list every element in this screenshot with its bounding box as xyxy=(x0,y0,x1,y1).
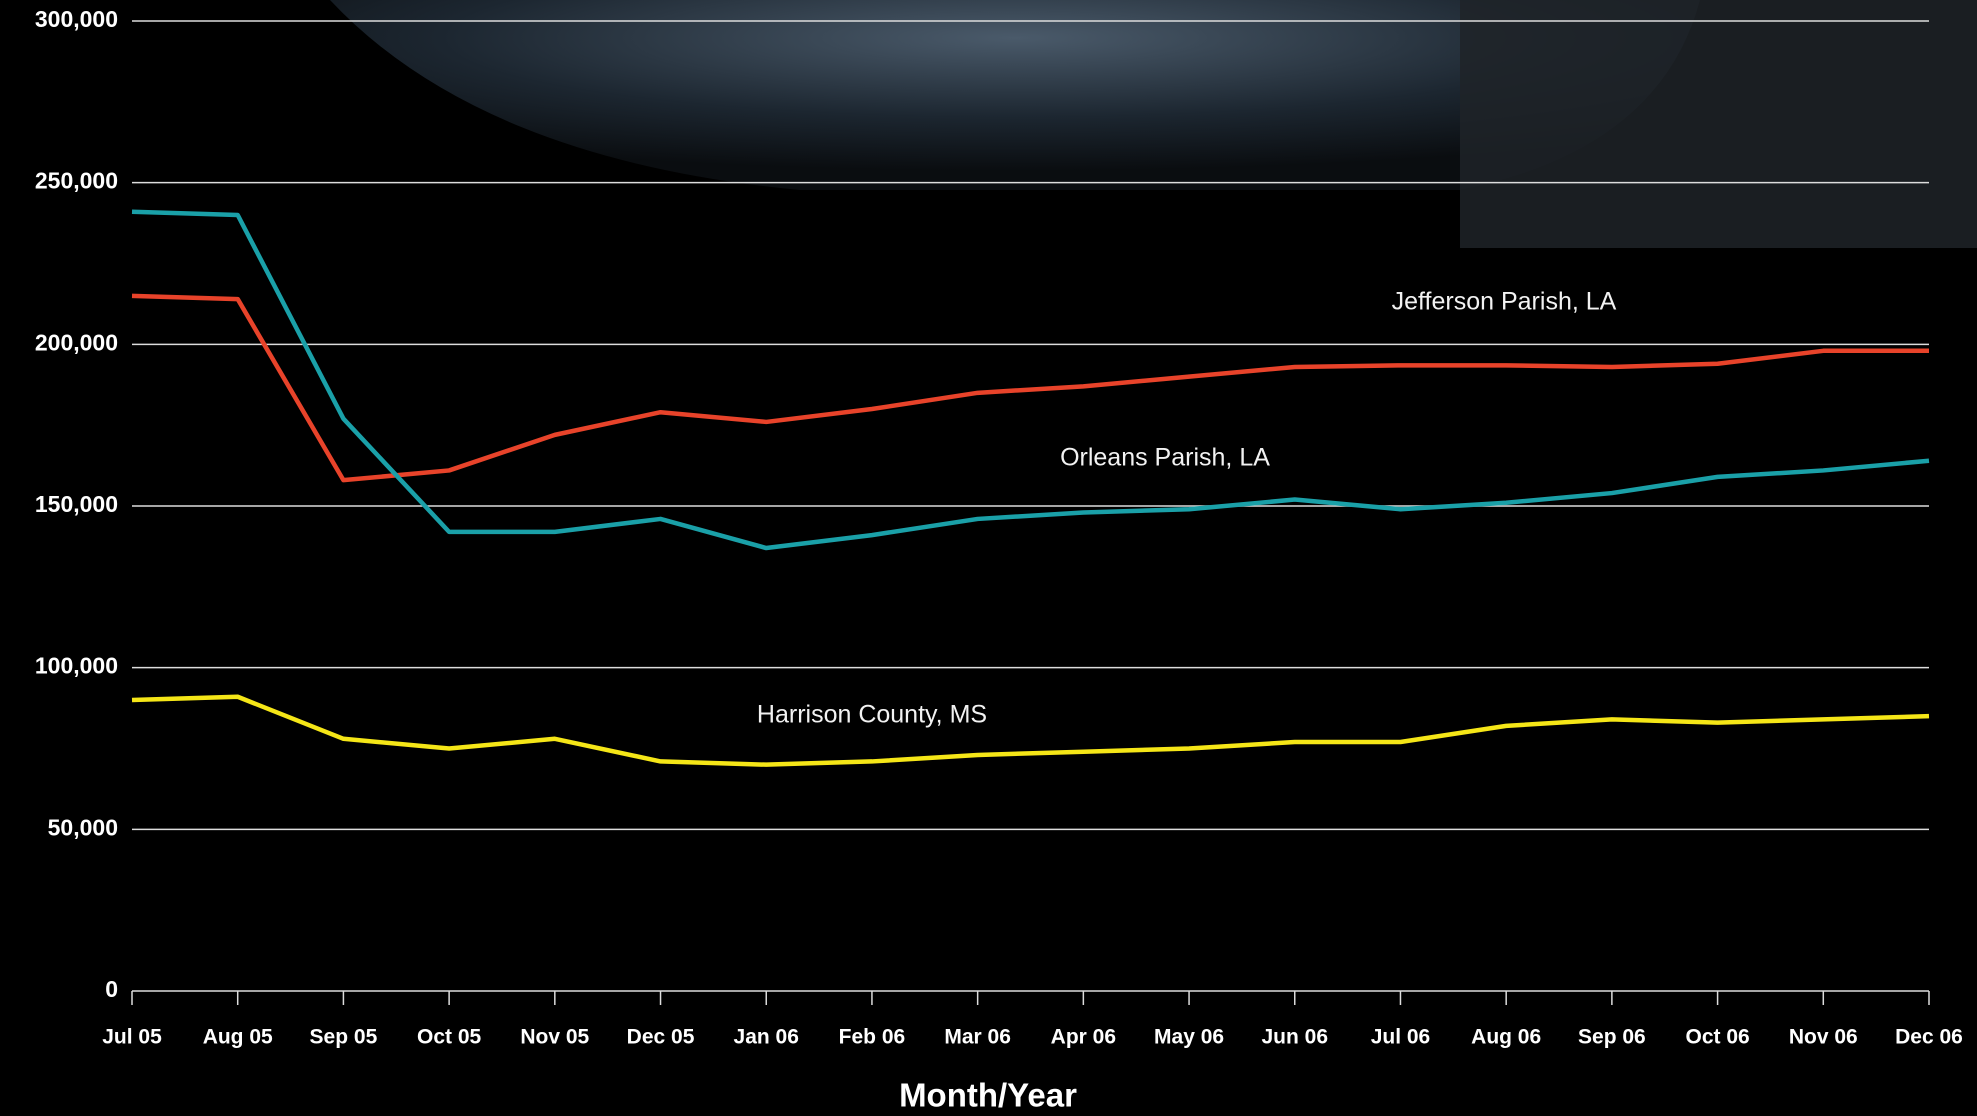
y-tick-label: 50,000 xyxy=(48,814,118,840)
x-tick-label: May 06 xyxy=(1154,1026,1224,1049)
y-tick-label: 150,000 xyxy=(35,491,118,517)
x-tick-label: Apr 06 xyxy=(1051,1026,1116,1049)
y-tick-label: 250,000 xyxy=(35,168,118,194)
x-tick-label: Sep 05 xyxy=(310,1026,378,1049)
x-tick-label: Sep 06 xyxy=(1578,1026,1646,1049)
y-tick-label: 300,000 xyxy=(35,6,118,32)
x-tick-label: Jun 06 xyxy=(1261,1026,1328,1049)
x-tick-label: Jan 06 xyxy=(734,1026,799,1049)
series-label: Jefferson Parish, LA xyxy=(1392,288,1617,316)
x-tick-label: Oct 05 xyxy=(417,1026,482,1049)
series-label: Orleans Parish, LA xyxy=(1060,444,1270,472)
background-photo xyxy=(330,0,1700,190)
series-line xyxy=(131,293,1929,483)
x-tick-label: Jul 06 xyxy=(1371,1026,1431,1049)
x-tick-label: Nov 06 xyxy=(1789,1026,1858,1049)
series-line xyxy=(131,209,1930,551)
series-line xyxy=(131,694,1930,767)
x-tick-label: Dec 05 xyxy=(627,1026,695,1049)
x-tick-label: Jul 05 xyxy=(102,1026,162,1049)
x-tick-label: Feb 06 xyxy=(839,1026,906,1049)
y-tick-label: 0 xyxy=(105,976,118,1002)
y-tick-label: 200,000 xyxy=(35,329,118,355)
series-label: Harrison County, MS xyxy=(757,701,987,729)
x-tick-label: Aug 06 xyxy=(1471,1026,1541,1049)
x-tick-label: Nov 05 xyxy=(520,1026,589,1049)
x-tick-label: Dec 06 xyxy=(1895,1026,1963,1049)
x-tick-label: Oct 06 xyxy=(1685,1026,1749,1049)
x-axis-title: Month/Year xyxy=(899,1077,1077,1114)
background-photo xyxy=(1460,0,1977,248)
y-tick-label: 100,000 xyxy=(35,653,118,679)
x-tick-label: Aug 05 xyxy=(203,1026,273,1049)
x-tick-label: Mar 06 xyxy=(944,1026,1011,1049)
